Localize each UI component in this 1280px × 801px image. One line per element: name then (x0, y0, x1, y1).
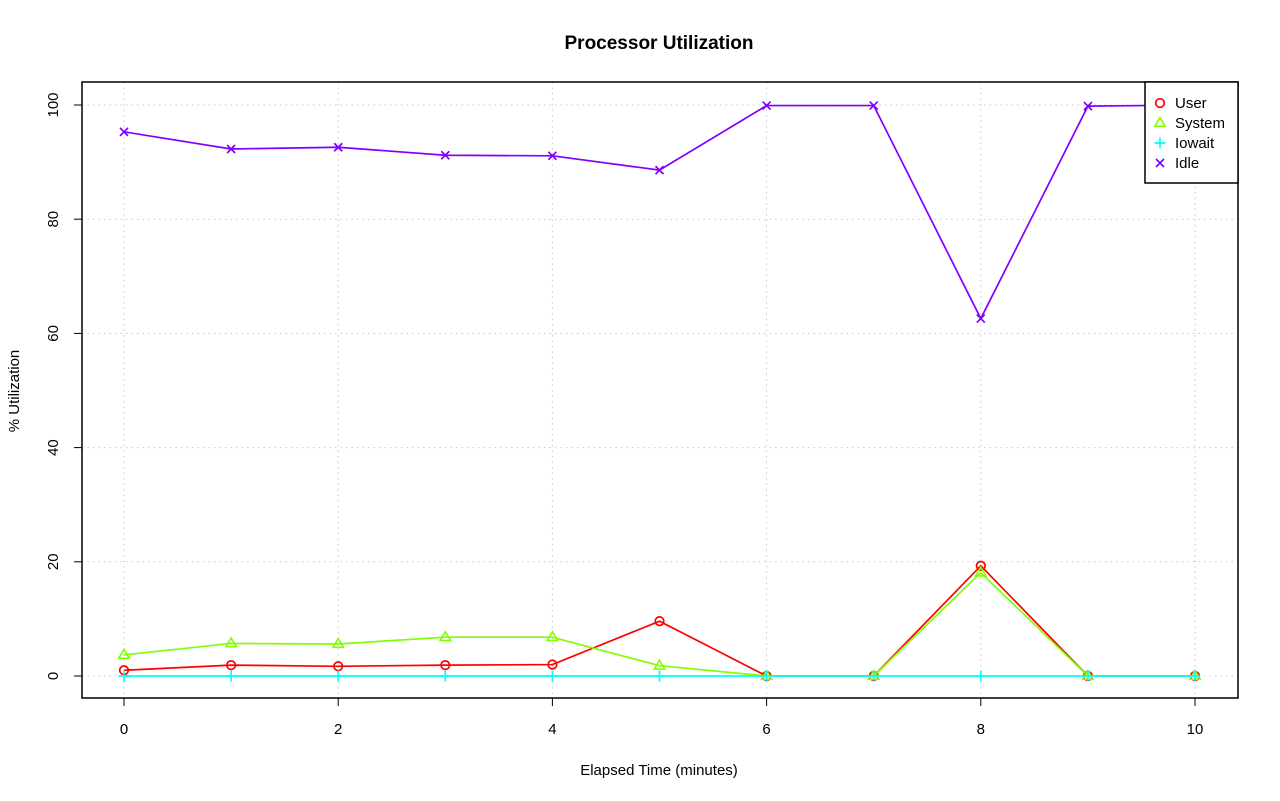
series-line-system (123, 571, 1195, 677)
data-point-user (440, 660, 451, 671)
data-point-system (545, 630, 560, 642)
y-tick-label: 60 (45, 325, 62, 342)
data-point-system (974, 565, 988, 577)
data-point-idle (869, 100, 879, 111)
y-tick-label: 0 (45, 672, 62, 680)
legend-marker-iowait (1154, 137, 1166, 149)
data-point-iowait (225, 670, 237, 682)
x-tick-label: 10 (1187, 721, 1204, 738)
x-tick-label: 8 (977, 721, 985, 738)
data-point-iowait (118, 670, 130, 682)
legend-label-idle: Idle (1175, 155, 1199, 172)
data-point-idle (547, 151, 558, 161)
series-line-user (123, 564, 1195, 677)
data-point-iowait (1082, 670, 1094, 682)
data-point-idle (1083, 101, 1093, 111)
data-point-iowait (654, 670, 665, 682)
legend-label-system: System (1175, 115, 1225, 132)
legend-item-idle: Idle (1155, 155, 1199, 172)
legend-label-user: User (1175, 95, 1207, 112)
x-tick-label: 6 (762, 721, 770, 738)
y-axis-label: % Utilization (6, 350, 23, 433)
data-point-iowait (1189, 670, 1201, 682)
x-axis-label: Elapsed Time (minutes) (580, 762, 738, 779)
data-series (117, 100, 1202, 682)
data-point-idle (333, 142, 343, 152)
data-point-idle (654, 165, 665, 175)
data-point-idle (440, 150, 450, 160)
legend-marker-idle (1155, 158, 1165, 168)
chart-title: Processor Utilization (565, 33, 754, 54)
grid-lines (82, 82, 1238, 698)
data-point-iowait (439, 670, 451, 682)
legend-item-user: User (1154, 95, 1207, 112)
data-point-user (225, 660, 237, 671)
legend-item-system: System (1153, 115, 1225, 132)
data-point-idle (976, 313, 986, 324)
data-point-iowait (332, 670, 344, 682)
x-tick-label: 2 (334, 721, 342, 738)
legend-label-iowait: Iowait (1175, 135, 1215, 152)
legend-marker-user (1154, 97, 1166, 109)
data-point-user (547, 659, 558, 670)
data-point-idle (119, 127, 129, 137)
legend-item-iowait: Iowait (1154, 135, 1215, 152)
data-point-user (654, 616, 665, 627)
data-point-idle (226, 144, 236, 154)
data-point-system (331, 636, 345, 649)
legend: User System Iowait Idle (1144, 81, 1239, 184)
data-point-system (652, 658, 667, 670)
x-tick-label: 0 (120, 721, 128, 738)
data-point-user (975, 560, 986, 571)
data-point-system (438, 630, 452, 642)
x-tick-label: 4 (548, 721, 556, 738)
y-tick-label: 40 (45, 439, 62, 456)
series-line-idle (123, 104, 1196, 321)
data-point-system (224, 636, 238, 648)
data-point-iowait (868, 670, 880, 682)
legend-marker-system (1153, 115, 1167, 128)
y-tick-label: 80 (45, 211, 62, 228)
plot-area-border (81, 81, 1239, 699)
data-point-system (117, 647, 131, 659)
data-point-idle (761, 100, 772, 111)
y-tick-label: 20 (45, 553, 62, 570)
data-point-iowait (975, 670, 987, 682)
data-point-iowait (761, 670, 773, 682)
data-point-iowait (546, 670, 558, 682)
y-tick-label: 100 (45, 92, 62, 117)
